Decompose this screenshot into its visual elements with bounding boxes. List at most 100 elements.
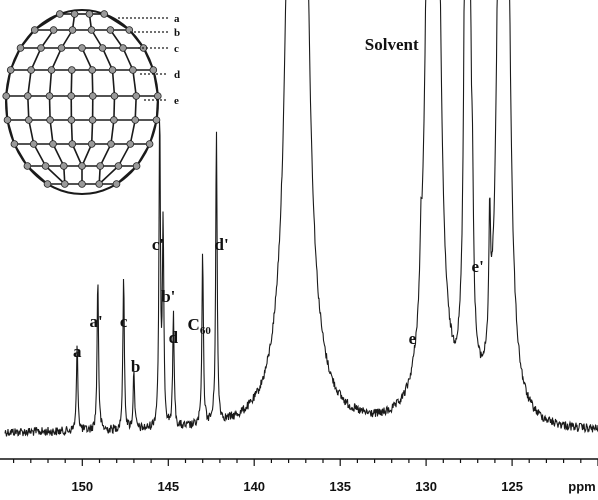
molecule-bond [128,29,145,49]
molecule-bond [52,143,65,167]
molecule-atom [27,66,35,74]
peak-label: a' [89,312,102,331]
molecule-atom [46,116,54,124]
molecule-bond [27,95,30,121]
molecule-bond [113,95,116,121]
molecule-bond [49,119,54,145]
molecule-atom [41,162,50,170]
molecule-bond [99,143,112,167]
molecule-bond [6,119,16,145]
molecule-atom [10,140,19,148]
molecule-bond [101,47,114,71]
x-tick-label: 125 [501,479,523,494]
x-axis-unit-label: ppm [568,479,595,494]
molecule-atom [70,10,79,18]
molecule-bond [26,165,49,185]
molecule-atom [2,92,10,100]
molecule-bond [129,119,136,145]
peak-label: C60 [188,315,212,337]
molecule-atom [57,44,66,52]
molecule-atom [132,162,141,170]
molecule-bond [91,69,94,97]
molecule-atom [23,162,32,170]
molecule-atom [43,180,52,188]
molecule-atom [78,162,86,170]
c70-molecule-illustration [2,9,162,195]
peak-label: b [131,357,140,376]
molecule-bond [148,119,158,145]
x-axis: 150 145 140 135 130 125 [0,458,598,494]
molecule-atom [106,26,115,34]
molecule-bond [48,95,51,121]
molecule-atom [112,180,121,188]
molecule-atom [78,44,86,52]
molecule-atom [110,92,119,100]
molecule-atom [152,116,161,124]
molecule-atom [68,66,76,74]
molecule-bond [5,95,9,121]
x-tick-label: 130 [415,479,437,494]
peak-label: d' [215,235,229,254]
x-tick-label: 140 [243,479,265,494]
molecule-bond [27,69,32,97]
molecule-atom [131,116,140,124]
molecule-atom [87,26,96,34]
peak-label: e' [472,257,484,276]
peak-label: e [409,329,417,348]
molecule-bond [19,29,36,49]
molecule-atom [114,162,123,170]
peak-label: d [169,328,179,347]
molecule-atom [23,92,32,100]
molecule-bond [115,165,138,185]
molecule-atom [67,92,75,100]
molecule-bond [30,47,42,71]
inset-position-label: c [174,43,179,55]
x-tick-label: 135 [329,479,351,494]
molecule-atom [89,92,97,100]
inset-position-label: e [174,95,179,107]
molecule-atom [145,140,154,148]
molecule-bond [13,143,29,167]
molecule-atom [61,180,69,188]
molecule-atom [149,66,158,74]
molecule-bond [111,69,116,97]
molecule-bond [5,69,12,97]
molecule-atom [24,116,33,124]
molecule-bond [70,119,74,145]
spectrum-line [4,0,598,437]
molecule-position-labels: abc d e [118,13,180,107]
molecule-atom [96,162,104,170]
molecule-bond [45,165,66,185]
molecule-atom [68,140,77,148]
molecule-atom [110,116,118,124]
molecule-bond [134,95,137,121]
molecule-atom [119,44,127,52]
molecule-atom [29,140,38,148]
molecule-atom [87,140,96,148]
molecule-atom [98,44,107,52]
molecule-bond [48,69,53,97]
molecule-bond [34,13,61,31]
molecule-bond [142,47,155,71]
molecule-atom [132,92,141,100]
molecule-atom [67,116,76,124]
peak-label: a [73,342,82,361]
x-tick-label: 150 [71,479,93,494]
molecule-bond [28,119,35,145]
molecule-atom [45,92,54,100]
molecule-bond [98,165,119,185]
molecule-atom [37,44,45,52]
molecule-atom [126,140,135,148]
molecule-bond [110,119,115,145]
molecule-bond [103,13,130,31]
molecule-bond [122,47,134,71]
molecule-atom [107,140,115,148]
molecule-atom [59,162,68,170]
molecule-atom [88,116,97,124]
molecule-atom [16,44,25,52]
molecule-atom [129,66,137,74]
molecule-bond [81,47,93,71]
molecule-atom [68,26,77,34]
molecule-atom [95,180,103,188]
